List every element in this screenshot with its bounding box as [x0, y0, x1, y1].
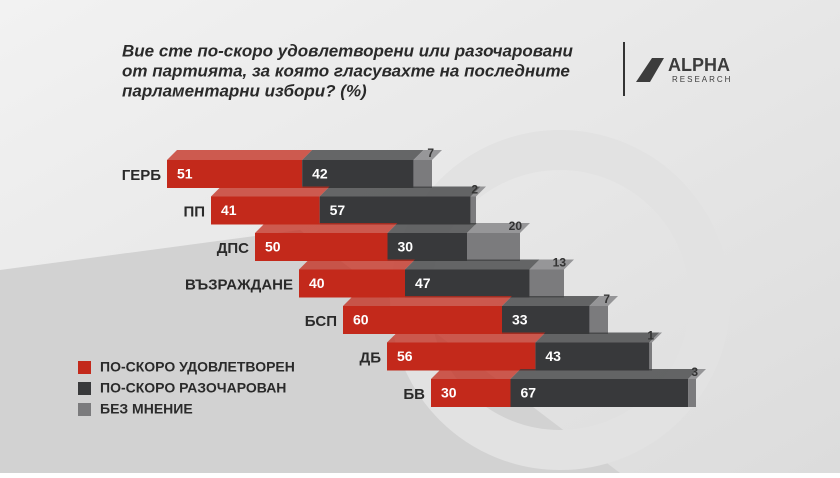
value-label: 30 — [398, 239, 414, 255]
bar-top — [589, 296, 618, 306]
bar-segment — [589, 306, 608, 334]
bar-segment — [529, 269, 564, 298]
bar-segment — [302, 160, 414, 188]
value-label: 13 — [553, 256, 567, 270]
category-label: ГЕРБ — [122, 167, 162, 184]
value-label: 1 — [647, 329, 654, 343]
value-label: 2 — [471, 183, 478, 197]
bar-segment — [649, 342, 652, 371]
legend-label: ПО-СКОРО УДОВЛЕТВОРЕН — [100, 359, 295, 375]
category-label: ДБ — [360, 349, 382, 366]
value-label: 7 — [603, 292, 610, 306]
bar-segment — [467, 233, 520, 261]
logo-name: ALPHA — [668, 55, 730, 75]
value-label: 33 — [512, 312, 528, 328]
bar-segment — [431, 379, 511, 407]
bar-segment — [387, 233, 467, 261]
category-label: ДПС — [217, 240, 249, 257]
logo-mark — [636, 58, 664, 82]
bar-segment — [319, 196, 471, 225]
bar-segment — [502, 306, 590, 334]
value-label: 67 — [521, 385, 537, 401]
chart-title: Вие сте по-скоро удовлетворени или разоч… — [122, 41, 574, 60]
value-label: 43 — [545, 348, 561, 364]
value-label: 57 — [330, 202, 346, 218]
bar-segment — [299, 269, 405, 298]
value-label: 56 — [397, 348, 413, 364]
bar-top — [319, 186, 481, 197]
value-label: 60 — [353, 312, 369, 328]
value-label: 20 — [509, 219, 523, 233]
bar-top — [510, 369, 699, 379]
value-label: 41 — [221, 202, 237, 218]
legend-swatch — [78, 403, 91, 416]
category-label: ВЪЗРАЖДАНЕ — [185, 276, 293, 293]
bar-top — [302, 150, 424, 160]
bar-segment — [470, 196, 476, 225]
bar-segment — [688, 379, 696, 407]
value-label: 47 — [415, 275, 431, 291]
chart-title: парламентарни избори? (%) — [122, 81, 367, 100]
chart-title: от партията, за която гласувахте на посл… — [122, 61, 570, 80]
bar-segment — [167, 160, 303, 188]
bar-top — [299, 259, 415, 270]
bar-top — [167, 150, 313, 160]
category-label: БВ — [403, 386, 425, 403]
bar-segment — [255, 233, 388, 261]
value-label: 42 — [312, 166, 328, 182]
category-label: ПП — [183, 203, 205, 220]
bar-top — [343, 296, 512, 306]
bar-segment — [387, 342, 536, 371]
bar-top — [387, 332, 546, 343]
bar-segment — [343, 306, 502, 334]
bar-top — [535, 332, 660, 343]
value-label: 30 — [441, 385, 457, 401]
value-label: 51 — [177, 166, 193, 182]
value-label: 3 — [691, 365, 698, 379]
bar-top — [413, 150, 442, 160]
value-label: 50 — [265, 239, 281, 255]
bar-top — [255, 223, 398, 233]
bar-segment — [405, 269, 530, 298]
bar-top — [502, 296, 600, 306]
legend-swatch — [78, 382, 91, 395]
legend-swatch — [78, 361, 91, 374]
bar-top — [467, 223, 530, 233]
bar-segment — [510, 379, 689, 407]
legend-label: ПО-СКОРО РАЗОЧАРОВАН — [100, 380, 286, 396]
bar-top — [649, 332, 662, 343]
bar-top — [688, 369, 706, 379]
bar-segment — [535, 342, 650, 371]
bar-top — [387, 223, 477, 233]
value-label: 40 — [309, 275, 325, 291]
bar-top — [529, 259, 574, 270]
bar-segment — [413, 160, 432, 188]
bar-top — [431, 369, 521, 379]
bar-top — [211, 186, 330, 197]
legend-label: БЕЗ МНЕНИЕ — [100, 401, 193, 417]
bar-top — [405, 259, 540, 270]
value-label: 7 — [427, 146, 434, 160]
logo-sub: RESEARCH — [672, 75, 732, 84]
bar-segment — [211, 196, 320, 225]
category-label: БСП — [305, 313, 337, 330]
bar-top — [470, 186, 486, 197]
